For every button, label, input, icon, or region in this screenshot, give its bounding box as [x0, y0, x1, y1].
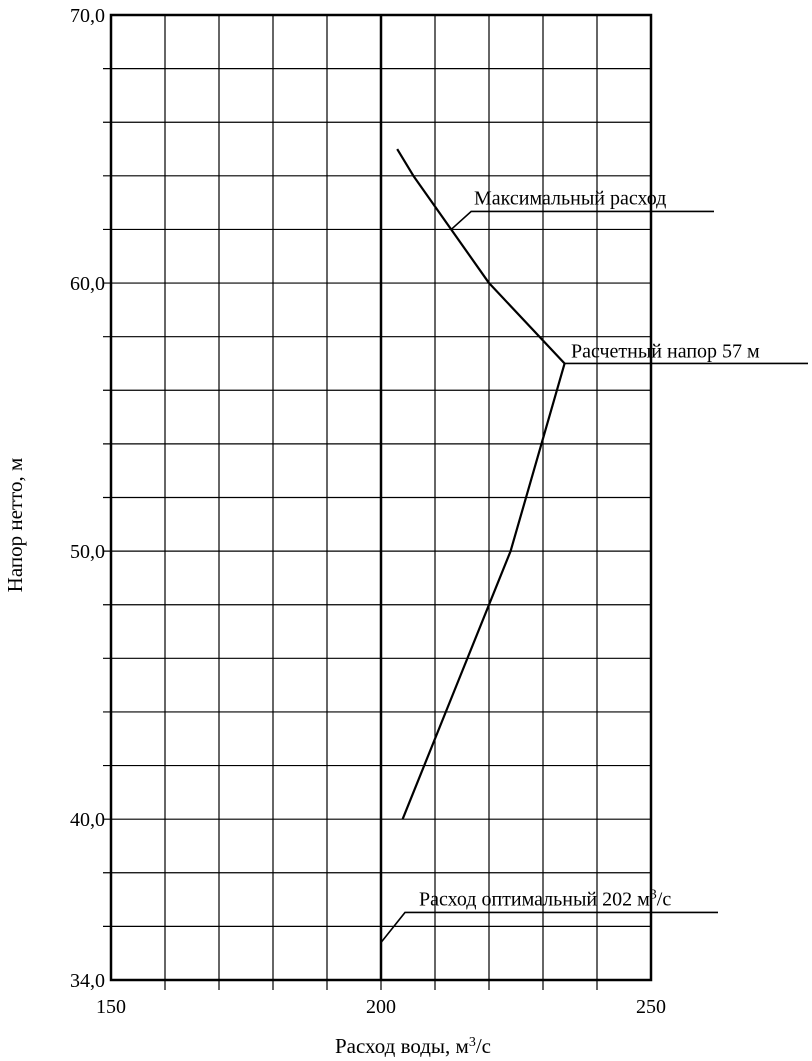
- annotation-label: Расход оптимальный 202 м3/с: [419, 887, 671, 911]
- x-tick-label: 150: [96, 996, 126, 1018]
- y-tick-label: 70,0: [70, 5, 105, 27]
- tick-labels: 150 200 250 34,0 40,0 50,0 60,0 70,0: [70, 5, 666, 1018]
- y-tick-label: 34,0: [70, 970, 105, 992]
- annotations: Максимальный расход Расчетный напор 57 м Р…: [380, 187, 808, 943]
- annotation-label: Максимальный расход: [474, 187, 666, 209]
- annotation-leader: [450, 210, 714, 231]
- grid: [103, 15, 651, 990]
- annotation-label: Расчетный напор 57 м: [571, 340, 760, 362]
- x-tick-label: 250: [636, 996, 666, 1018]
- y-tick-label: 40,0: [70, 809, 105, 831]
- y-tick-label: 60,0: [70, 273, 105, 295]
- y-axis-label: Напор нетто, м: [3, 458, 27, 593]
- x-tick-label: 200: [366, 996, 396, 1018]
- y-tick-label: 50,0: [70, 541, 105, 563]
- annotation-leader: [380, 911, 718, 943]
- series-line: [396, 148, 566, 820]
- x-axis-label: Расход воды, м3/с: [335, 1034, 491, 1058]
- series-group: [396, 148, 566, 820]
